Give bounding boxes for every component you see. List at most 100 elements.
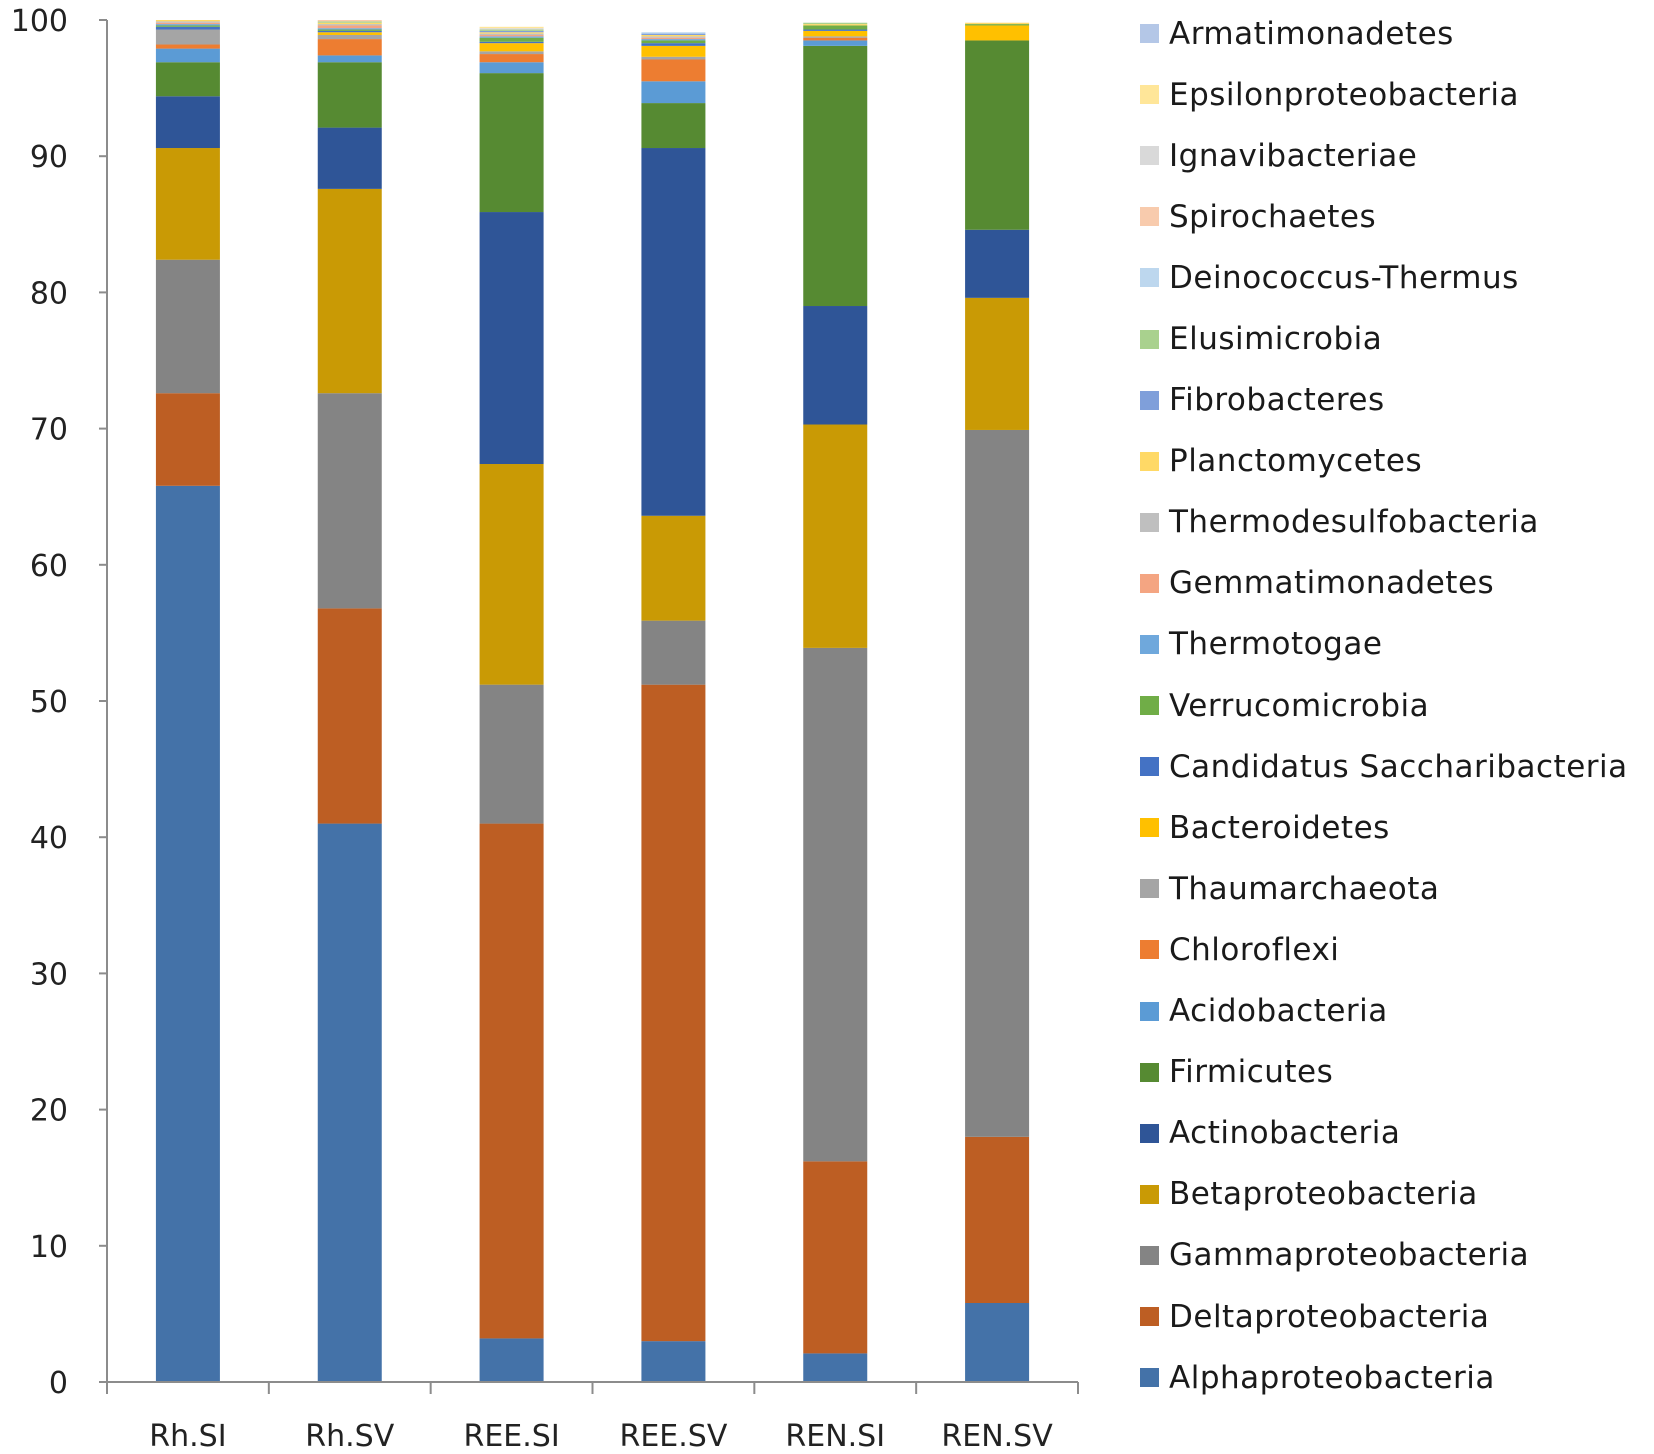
legend-label: Fibrobacteres xyxy=(1169,382,1385,419)
bar-segment xyxy=(479,62,544,74)
x-tick-label: REN.SI xyxy=(785,1419,885,1454)
legend-label: Armatimonadetes xyxy=(1169,15,1454,52)
x-axis-ticks: Rh.SI Rh.SV REE.SI REE.SV REN.SI REN.SV xyxy=(106,1382,1079,1454)
bar-segment xyxy=(965,24,1030,26)
legend-swatch xyxy=(1140,390,1159,410)
bar-segment xyxy=(641,34,706,37)
legend-item: Actinobacteria xyxy=(1140,1103,1650,1164)
legend-swatch xyxy=(1140,818,1159,838)
y-tick-label: 40 xyxy=(30,821,68,856)
bar-segment xyxy=(641,37,706,40)
legend-item: Bacteroidetes xyxy=(1140,797,1650,858)
legend-label: Gammaproteobacteria xyxy=(1169,1237,1530,1274)
legend-swatch xyxy=(1140,451,1159,471)
y-tick-label: 100 xyxy=(11,4,68,39)
x-tick-label: REE.SV xyxy=(619,1419,727,1454)
bar-segment xyxy=(479,37,544,42)
bar-segment xyxy=(155,96,220,149)
axes xyxy=(106,20,1078,1383)
bar-segment xyxy=(641,515,706,621)
bar-segment xyxy=(317,608,382,824)
legend-item: Deltaproteobacteria xyxy=(1140,1286,1650,1347)
bar-segment xyxy=(317,28,382,30)
legend-label: Gemmatimonadetes xyxy=(1169,565,1495,602)
bar-segment xyxy=(641,1341,706,1382)
legend-label: Betaproteobacteria xyxy=(1169,1176,1478,1213)
legend-item: Fibrobacteres xyxy=(1140,370,1650,431)
bar-segment xyxy=(965,1136,1030,1304)
bar-segment xyxy=(479,51,544,55)
bar-segment xyxy=(479,43,544,52)
legend-swatch xyxy=(1140,1245,1159,1265)
bar-segment xyxy=(965,40,1030,230)
legend-label: Bacteroidetes xyxy=(1169,809,1390,846)
y-tick-label: 30 xyxy=(30,957,68,992)
bar-segment xyxy=(479,29,544,31)
legend-swatch xyxy=(1140,1062,1159,1082)
bar-segment xyxy=(479,28,544,30)
legend-swatch xyxy=(1140,329,1159,349)
legend-swatch xyxy=(1140,1184,1159,1204)
legend-label: Deltaproteobacteria xyxy=(1169,1298,1490,1335)
bar-segment xyxy=(479,684,544,824)
bar-segments xyxy=(155,20,1030,1383)
bar-segment xyxy=(155,20,220,22)
y-tick-label: 20 xyxy=(30,1094,68,1129)
bar-segment xyxy=(479,34,544,37)
bar-segment xyxy=(155,25,220,27)
bar-segment xyxy=(641,103,706,149)
bar-segment xyxy=(317,39,382,56)
legend-item: Chloroflexi xyxy=(1140,919,1650,980)
bar-segment xyxy=(317,24,382,26)
bar-segment xyxy=(641,45,706,57)
x-tick-label: REE.SI xyxy=(463,1419,559,1454)
legend-label: Firmicutes xyxy=(1169,1054,1334,1091)
legend-item: Ignavibacteriae xyxy=(1140,125,1650,186)
bar-segment xyxy=(155,259,220,394)
legend-item: Firmicutes xyxy=(1140,1042,1650,1103)
y-tick-label: 90 xyxy=(30,140,68,175)
legend-item: Thermotogae xyxy=(1140,614,1650,675)
x-tick-label: Rh.SV xyxy=(305,1419,394,1454)
legend-label: Thermodesulfobacteria xyxy=(1169,504,1539,541)
legend-swatch xyxy=(1140,207,1159,227)
legend-item: Elusimicrobia xyxy=(1140,308,1650,369)
x-tick-label: Rh.SI xyxy=(149,1419,226,1454)
legend-swatch xyxy=(1140,146,1159,166)
bar-segment xyxy=(155,48,220,63)
legend-label: Candidatus Saccharibacteria xyxy=(1169,748,1628,785)
legend-swatch xyxy=(1140,879,1159,899)
legend-item: Candidatus Saccharibacteria xyxy=(1140,736,1650,797)
bar-segment xyxy=(317,127,382,189)
bar-segment xyxy=(155,44,220,49)
bar-segment xyxy=(803,647,868,1162)
bar-segment xyxy=(317,55,382,63)
bar-segment xyxy=(965,429,1030,1137)
bar-segment xyxy=(155,148,220,260)
legend-label: Spirochaetes xyxy=(1169,198,1377,235)
legend: Armatimonadetes Epsilonproteobacteria Igna… xyxy=(1140,3,1650,1408)
bar-segment xyxy=(317,32,382,35)
bar-segment xyxy=(965,25,1030,41)
legend-swatch xyxy=(1140,634,1159,654)
bar-segment xyxy=(803,45,868,307)
bar-segment xyxy=(317,188,382,394)
bar-segment xyxy=(155,21,220,23)
bar-segment xyxy=(803,1161,868,1354)
bar-segment xyxy=(641,59,706,82)
legend-item: Planctomycetes xyxy=(1140,431,1650,492)
bar-segment xyxy=(641,39,706,41)
legend-label: Actinobacteria xyxy=(1169,1115,1401,1152)
bar-segment xyxy=(641,56,706,60)
legend-item: Gemmatimonadetes xyxy=(1140,553,1650,614)
bar-segment xyxy=(155,393,220,486)
legend-swatch xyxy=(1140,512,1159,532)
bar-segment xyxy=(641,81,706,104)
bar-segment xyxy=(803,25,868,30)
bar-segment xyxy=(317,393,382,609)
bar-segment xyxy=(965,1303,1030,1382)
bar-segment xyxy=(803,306,868,425)
bar-segment xyxy=(317,823,382,1382)
legend-item: Epsilonproteobacteria xyxy=(1140,64,1650,125)
